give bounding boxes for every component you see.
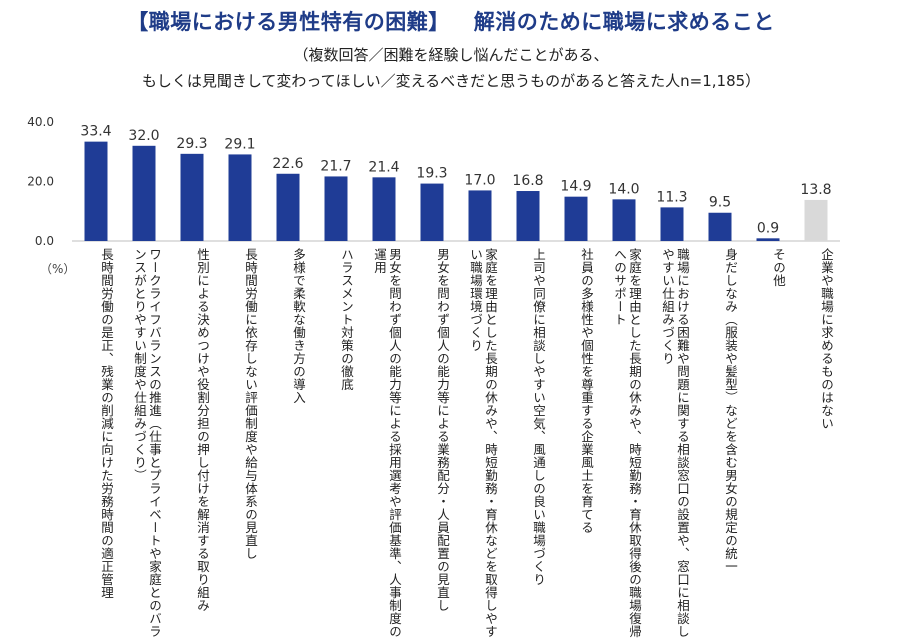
bar-value-label: 19.3 [416,166,447,182]
bar [276,173,300,241]
bar-value-label: 33.4 [80,124,111,140]
x-tick-label: 職場における困難や問題に関する相談窓口の設置や、窓口に相談しやすい仕組みづくり [662,248,690,638]
x-tick-label: 上司や同僚に相談しやすい空気、風通しの良い職場づくり [531,248,546,586]
y-tick-label: 40.0 [27,115,54,129]
x-tick-label: その他 [771,248,786,287]
bar-value-label: 16.8 [512,173,543,189]
bar [612,199,636,241]
bar-value-label: 9.5 [709,195,731,211]
bar-value-label: 14.0 [608,181,639,197]
bar-value-label: 13.8 [800,182,831,198]
bar [756,238,780,241]
bar [708,212,732,241]
bar-value-label: 29.1 [224,136,255,152]
chart-title: 【職場における男性特有の困難】 解消のために職場に求めること [0,6,902,36]
bar [132,145,156,241]
x-tick-label: 企業や職場に求めるものはない [819,248,834,430]
bar [468,190,492,241]
bar-value-label: 11.3 [656,189,687,205]
y-tick-label: 20.0 [27,175,54,189]
bar [84,141,108,241]
x-tick-label: 家庭を理由とした長期の休みや、時短勤務・育休などを取得しやすい職場環境づくり [470,248,498,638]
bar-value-label: 21.7 [320,158,351,174]
x-tick-label: 男女を問わず個人の能力等による採用選考や評価基準、人事制度の運用 [374,248,402,638]
x-tick-label: 社員の多様性や個性を尊重する企業風土を育てる [579,248,594,534]
bar [420,183,444,241]
x-tick-label: 長時間労働の是正、残業の削減に向けた労務時間の適正管理 [99,248,114,599]
bar-value-label: 14.9 [560,179,591,195]
x-tick-label: 長時間労働に依存しない評価制度や給与体系の見直し [243,248,258,560]
y-tick-label: 0.0 [35,234,54,248]
x-tick-label: 身だしなみ（服装や髪型）などを含む男女の規定の統一 [723,248,738,573]
x-tick-label: 男女を問わず個人の能力等による業務配分・人員配置の見直し [435,248,450,612]
x-tick-label: ハラスメント対策の徹底 [339,248,354,391]
bar [372,177,396,241]
x-tick-label: 多様で柔軟な働き方の導入 [291,248,306,404]
x-tick-label: ワークライフバランスの推進（仕事とプライベートや家庭とのバランスがとりやすい制度… [134,248,162,638]
bar [324,176,348,241]
x-tick-label: 家庭を理由とした長期の休みや、時短勤務・育休取得後の職場復帰へのサポート [614,248,642,638]
bar-value-label: 32.0 [128,128,159,144]
y-axis-unit-label: （%） [40,262,76,276]
chart-subtitle-line2: もしくは見聞きして変わってほしい／変えるべきだと思うものがあると答えた人n=1,… [141,72,761,90]
bar [564,196,588,241]
bar-value-label: 29.3 [176,136,207,152]
bar [660,207,684,241]
bar [804,199,828,241]
bar [516,191,540,241]
bar-value-label: 0.9 [757,220,779,236]
bar-value-label: 17.0 [464,172,495,188]
bar-value-label: 21.4 [368,159,399,175]
chart-title-left: 【職場における男性特有の困難】 [127,10,450,34]
x-tick-label: 性別による決めつけや役割分担の押し付けを解消する取り組み [195,248,210,612]
bar [228,154,252,241]
chart-title-right: 解消のために職場に求めること [473,10,775,34]
chart-subtitle-line1: （複数回答／困難を経験し悩んだことがある、 [293,46,609,64]
bar [180,153,204,241]
bar-value-label: 22.6 [272,156,303,172]
